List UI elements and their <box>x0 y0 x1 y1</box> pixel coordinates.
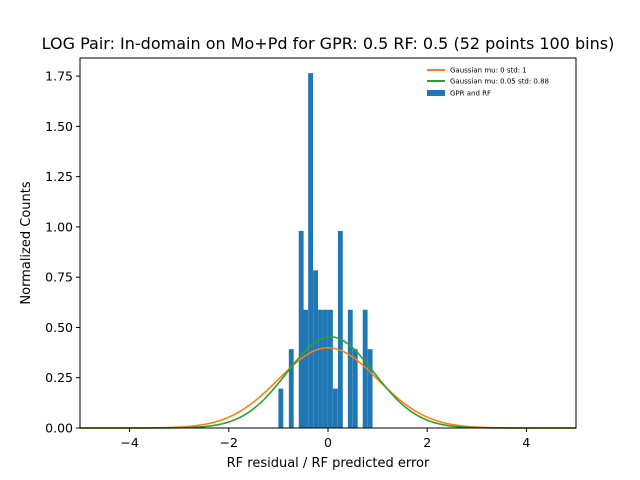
x-tick-label: −2 <box>220 435 238 450</box>
x-axis-label: RF residual / RF predicted error <box>227 456 430 471</box>
legend: Gaussian mu: 0 std: 1 Gaussian mu: 0.05 … <box>427 67 549 98</box>
histogram-bar <box>323 309 328 428</box>
x-tick-label: 4 <box>522 435 530 450</box>
y-tick-label: 1.00 <box>45 219 73 234</box>
legend-label-histogram: GPR and RF <box>450 90 491 98</box>
y-tick-label: 1.50 <box>45 119 73 134</box>
histogram-bar <box>347 309 353 428</box>
y-tick-label: 0.00 <box>45 421 73 436</box>
tick-marks: −4 −2 0 2 4 0.00 0.25 0.50 0.75 1.00 1.25 1.50 1.75 <box>45 69 530 450</box>
y-tick-label: 0.50 <box>45 320 73 335</box>
histogram-bar <box>318 309 323 428</box>
legend-label-gaussian-1: Gaussian mu: 0.05 std: 0.88 <box>450 78 549 86</box>
histogram-bars <box>278 73 373 428</box>
histogram-bar <box>288 349 294 428</box>
x-tick-label: −4 <box>120 435 138 450</box>
histogram-bar <box>328 309 333 428</box>
histogram-bar <box>337 230 343 428</box>
x-tick-label: 0 <box>324 435 332 450</box>
histogram-bar <box>352 349 358 428</box>
y-tick-label: 0.75 <box>45 270 73 285</box>
histogram-bar <box>313 270 318 428</box>
histogram-bar <box>303 309 309 428</box>
y-axis-label: Normalized Counts <box>19 181 34 304</box>
histogram-bar <box>298 230 304 428</box>
histogram-bar <box>278 388 284 428</box>
chart-title: LOG Pair: In-domain on Mo+Pd for GPR: 0.… <box>42 34 615 53</box>
histogram-bar <box>332 388 338 428</box>
x-tick-label: 2 <box>423 435 431 450</box>
histogram-bar <box>308 73 314 428</box>
histogram-bar <box>367 349 373 428</box>
y-tick-label: 1.25 <box>45 169 73 184</box>
legend-swatch-histogram <box>427 90 445 96</box>
y-tick-label: 0.25 <box>45 370 73 385</box>
histogram-bar <box>362 309 368 428</box>
y-tick-label: 1.75 <box>45 69 73 84</box>
legend-label-gaussian-0: Gaussian mu: 0 std: 1 <box>450 67 527 75</box>
